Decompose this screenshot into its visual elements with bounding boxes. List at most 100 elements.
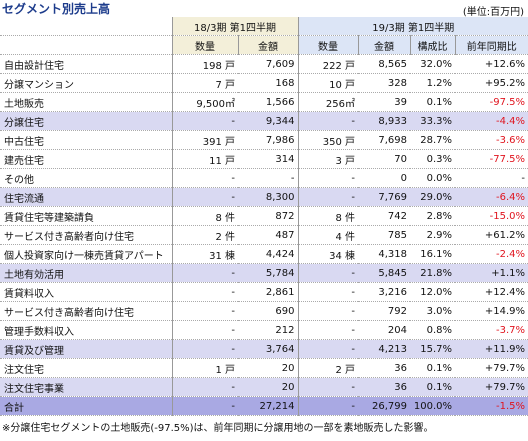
row-label: 管理手数料収入 [0, 320, 172, 340]
cell: 1,566 [238, 92, 298, 112]
cell: 0.1% [410, 92, 455, 112]
column-header: 数量 [297, 35, 358, 55]
table-row: 建売住宅 11 戸 314 3 戸 70 0.3% -77.5% [0, 149, 528, 169]
cell: 21.8% [410, 263, 455, 283]
table-row: 自由設計住宅 198 戸 7,609 222 戸 8,565 32.0% +12.6% [0, 54, 528, 74]
cell: - [297, 111, 358, 131]
cell: +79.7% [455, 377, 528, 397]
cell: - [455, 168, 528, 188]
cell: 256㎡ [297, 92, 358, 112]
cell: 204 [358, 320, 410, 340]
cell: - [297, 301, 358, 321]
table-row: 個人投資家向け一棟売賃貸アパート 31 棟 4,424 34 棟 4,318 16.1% -… [0, 244, 528, 264]
table-row: 管理手数料収入 -212-204 0.8% -3.7% [0, 320, 528, 340]
cell: +61.2% [455, 225, 528, 245]
cell: +14.9% [455, 301, 528, 321]
cell: 0.1% [410, 358, 455, 378]
cell: 2,861 [238, 282, 298, 302]
cell: - [171, 187, 238, 207]
cell: 391 戸 [171, 130, 238, 150]
cell: 0.3% [410, 149, 455, 169]
cell: 8,933 [358, 111, 410, 131]
cell: 4,213 [358, 339, 410, 359]
row-label: 賃貸及び管理 [0, 339, 172, 359]
cell: 5,784 [238, 263, 298, 283]
table-row: 土地販売 9,500㎡ 1,566 256㎡ 39 0.1% -97.5% [0, 92, 528, 112]
table-row: 住宅流通 -8,300-7,769 29.0% -6.4% [0, 187, 528, 207]
cell: 792 [358, 301, 410, 321]
cell: +11.9% [455, 339, 528, 359]
row-label: 分譲マンション [0, 73, 172, 93]
cell: 10 戸 [297, 73, 358, 93]
cell: - [171, 282, 238, 302]
cell: - [171, 339, 238, 359]
cell: 100.0% [410, 396, 455, 416]
cell: 33.3% [410, 111, 455, 131]
row-label: 個人投資家向け一棟売賃貸アパート [0, 244, 172, 264]
group-header: 18/3期 第1四半期 [171, 17, 298, 36]
column-header: 数量 [171, 35, 238, 55]
cell: 742 [358, 206, 410, 226]
cell: - [171, 377, 238, 397]
cell: 487 [238, 225, 298, 245]
cell: - [171, 263, 238, 283]
cell: 222 戸 [297, 54, 358, 74]
row-label: 住宅流通 [0, 187, 172, 207]
sales-table: 18/3期 第1四半期 19/3期 第1四半期 数量 金額 数量 金額 構成比 前年同期比… [0, 17, 528, 416]
cell: 32.0% [410, 54, 455, 74]
cell: 212 [238, 320, 298, 340]
cell: 34 棟 [297, 244, 358, 264]
cell: 26,799 [358, 396, 410, 416]
cell: 70 [358, 149, 410, 169]
cell: - [297, 320, 358, 340]
cell: 3.0% [410, 301, 455, 321]
cell: 36 [358, 377, 410, 397]
table-row: 注文住宅事業 -20-36 0.1% +79.7% [0, 377, 528, 397]
cell: 39 [358, 92, 410, 112]
table-row: 合計 -27,214-26,799 100.0% -1.5% [0, 396, 528, 416]
cell: +95.2% [455, 73, 528, 93]
cell: 8,300 [238, 187, 298, 207]
table-row: 賃貸料収入 -2,861-3,216 12.0% +12.4% [0, 282, 528, 302]
column-header: 前年同期比 [454, 35, 528, 55]
cell: +1.1% [455, 263, 528, 283]
cell: 20 [238, 358, 298, 378]
cell: - [171, 396, 238, 416]
row-label: 合計 [0, 396, 172, 416]
cell: 11 戸 [171, 149, 238, 169]
cell: -3.6% [455, 130, 528, 150]
table-row: 中古住宅 391 戸 7,986 350 戸 7,698 28.7% -3.6% [0, 130, 528, 150]
row-label: 分譲住宅 [0, 111, 172, 131]
cell: -97.5% [455, 92, 528, 112]
cell: 27,214 [238, 396, 298, 416]
cell: 28.7% [410, 130, 455, 150]
cell: 4,318 [358, 244, 410, 264]
cell: 872 [238, 206, 298, 226]
cell: 3,764 [238, 339, 298, 359]
table-row: 分譲住宅 -9,344-8,933 33.3% -4.4% [0, 111, 528, 131]
row-label: サービス付き高齢者向け住宅 [0, 225, 172, 245]
title: セグメント別売上高 [2, 2, 111, 16]
cell: 785 [358, 225, 410, 245]
cell: +79.7% [455, 358, 528, 378]
cell: 3 戸 [297, 149, 358, 169]
cell: - [171, 111, 238, 131]
table-row: 注文住宅 1 戸 20 2 戸 36 0.1% +79.7% [0, 358, 528, 378]
cell: 2 件 [171, 225, 238, 245]
cell: - [297, 187, 358, 207]
row-label: 自由設計住宅 [0, 54, 172, 74]
cell: 7,769 [358, 187, 410, 207]
group-header: 19/3期 第1四半期 [297, 17, 528, 36]
cell: 8,565 [358, 54, 410, 74]
row-label: 賃貸住宅等建築請負 [0, 206, 172, 226]
cell: 7,986 [238, 130, 298, 150]
cell: - [297, 339, 358, 359]
cell: 8 件 [297, 206, 358, 226]
cell: 0 [358, 168, 410, 188]
column-header: 構成比 [409, 35, 455, 55]
row-label: 土地販売 [0, 92, 172, 112]
column-header: 金額 [237, 35, 298, 55]
group-row: 18/3期 第1四半期 19/3期 第1四半期 [0, 17, 528, 36]
cell: 3,216 [358, 282, 410, 302]
